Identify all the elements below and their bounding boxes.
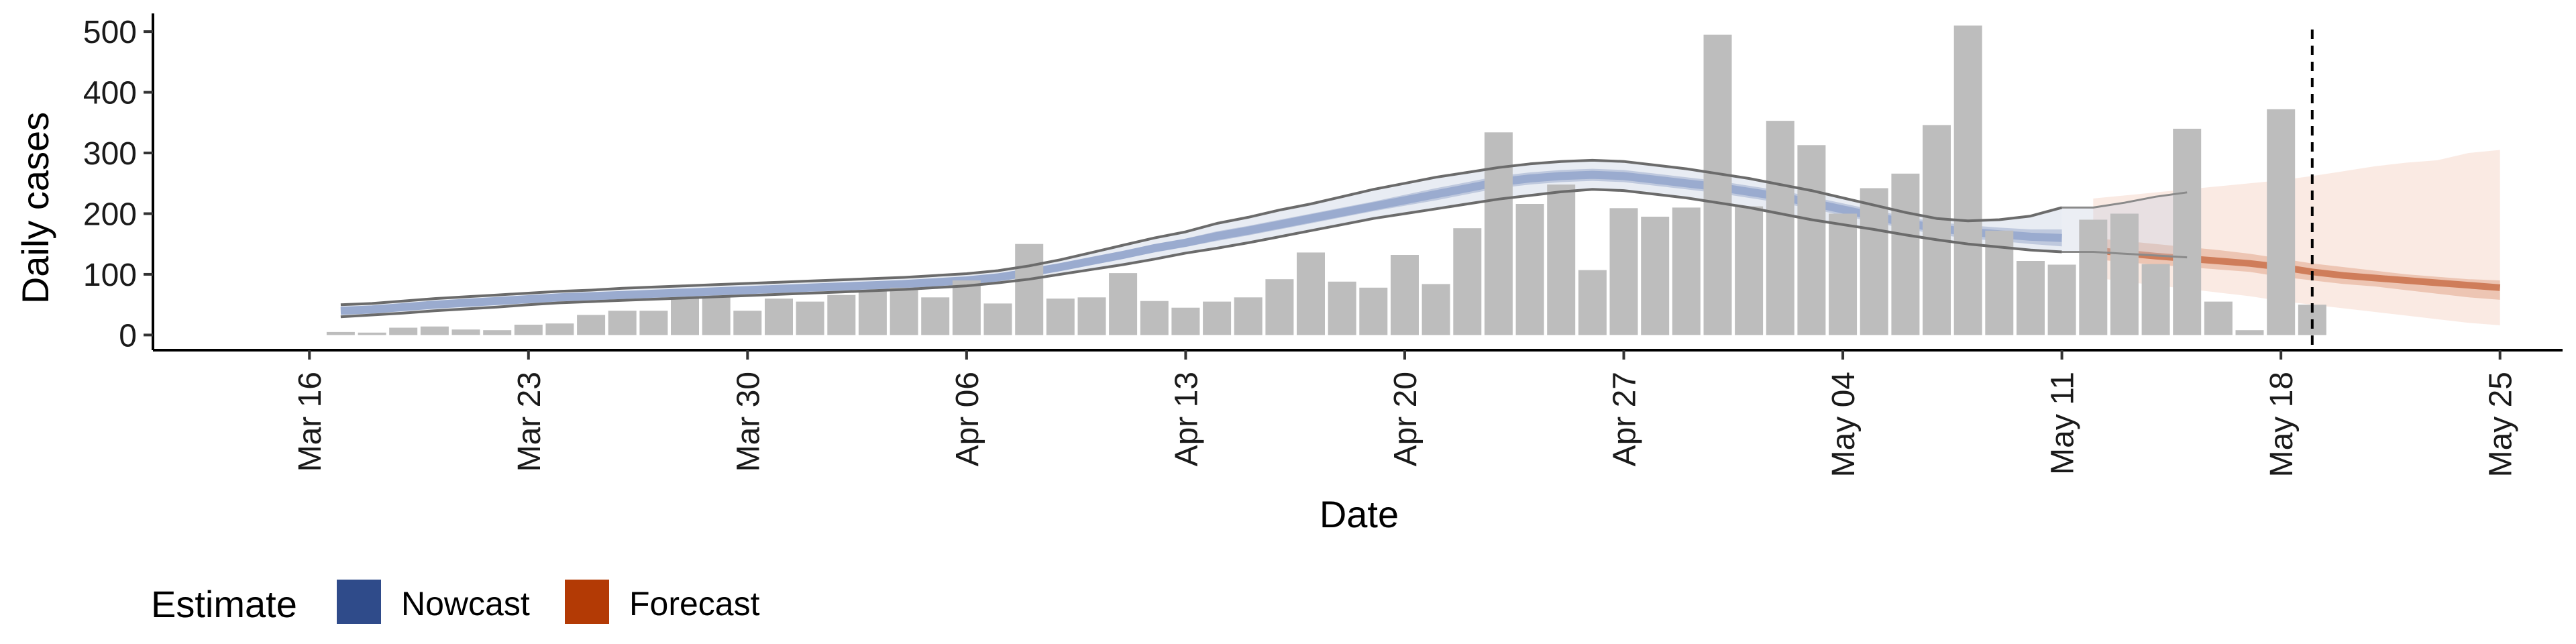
bar [1265,279,1294,335]
bar [952,280,981,335]
bar [1891,173,1920,335]
x-tick-label: May 25 [2483,372,2519,477]
nowcast-lower-line [340,188,2062,319]
bar [733,311,762,335]
bar [1609,208,1638,335]
bar [1421,284,1450,335]
bar [858,291,887,335]
bar [1171,307,1200,335]
y-tick-label: 500 [83,15,137,50]
bar [1735,206,1764,335]
legend: Estimate Nowcast Forecast [151,580,760,625]
legend-swatch-forecast [565,580,609,624]
axes: 0 100 200 300 400 500 Mar 16 Mar 23 Mar 30 Apr 06… [83,13,2563,477]
legend-title: Estimate [151,583,297,625]
bar [1234,297,1263,335]
bar [983,303,1012,335]
bar [671,299,699,335]
x-tick-label: Apr 13 [1169,372,1204,466]
x-tick-label: Mar 16 [292,372,328,472]
bar [1484,132,1513,335]
bar [827,294,856,335]
bar [890,287,918,335]
x-tick-label: Mar 23 [512,372,547,472]
bar [389,327,418,335]
bar [2173,128,2202,335]
bar [1203,301,1232,335]
nowcast-upper-line [340,158,2063,307]
bar [1829,213,1858,335]
bar [1923,125,1951,335]
bar [545,323,574,335]
bar [2079,219,2108,335]
x-tick-label: May 04 [1826,372,1862,477]
bar [451,329,480,335]
bar [2267,109,2296,335]
y-tick-label: 400 [83,76,137,111]
bar [514,325,543,335]
bar [765,299,793,335]
bar [1672,207,1701,335]
bar [1547,184,1576,335]
bar [483,330,512,335]
bar [639,311,668,335]
bar [1297,252,1325,335]
bar [2017,261,2045,335]
bar [921,297,950,335]
y-tick-label: 100 [83,258,137,293]
bar [1391,255,1419,335]
bar [1077,297,1106,335]
bar [326,331,355,335]
bar [2204,301,2233,335]
bar [2110,213,2139,335]
x-tick-label: Apr 20 [1388,372,1424,466]
bar [1641,217,1670,335]
bar [1140,301,1169,335]
bar [577,315,606,335]
bar [2047,264,2076,335]
bar [1797,145,1826,335]
bar [702,297,731,335]
x-tick-label: Mar 30 [731,372,766,472]
y-tick-label: 0 [119,318,137,354]
bar [1766,121,1794,335]
x-tick-label: May 11 [2045,372,2081,475]
bar [1328,281,1356,335]
bar [796,301,824,335]
bar [1578,270,1607,335]
bar [420,326,449,335]
x-axis-title: Date [1320,493,1399,535]
nowcast-lines [340,158,2188,319]
bar [1109,273,1138,335]
bar [1703,34,1732,335]
x-tick-label: Apr 06 [950,372,985,466]
y-axis-title: Daily cases [14,112,56,304]
bar [358,332,386,335]
y-tick-label: 300 [83,136,137,172]
bar [1046,299,1075,335]
legend-label-nowcast: Nowcast [401,585,530,623]
legend-swatch-nowcast [337,580,381,624]
bar [1515,204,1544,335]
y-tick-label: 200 [83,197,137,232]
nowcast-tail-upper-line [2061,191,2188,209]
bar [1453,228,1482,335]
bar [608,311,637,335]
bar [1953,25,1982,335]
x-tick-label: Apr 27 [1607,372,1643,466]
bar [1015,244,1044,335]
bar [1359,287,1388,335]
legend-label-forecast: Forecast [629,585,760,623]
bar [2141,264,2170,335]
bar [2235,330,2264,335]
nowcast-tail-lower-line [2061,251,2188,259]
bar [1860,188,1888,335]
x-tick-label: May 18 [2264,372,2300,477]
bars [326,25,2326,335]
